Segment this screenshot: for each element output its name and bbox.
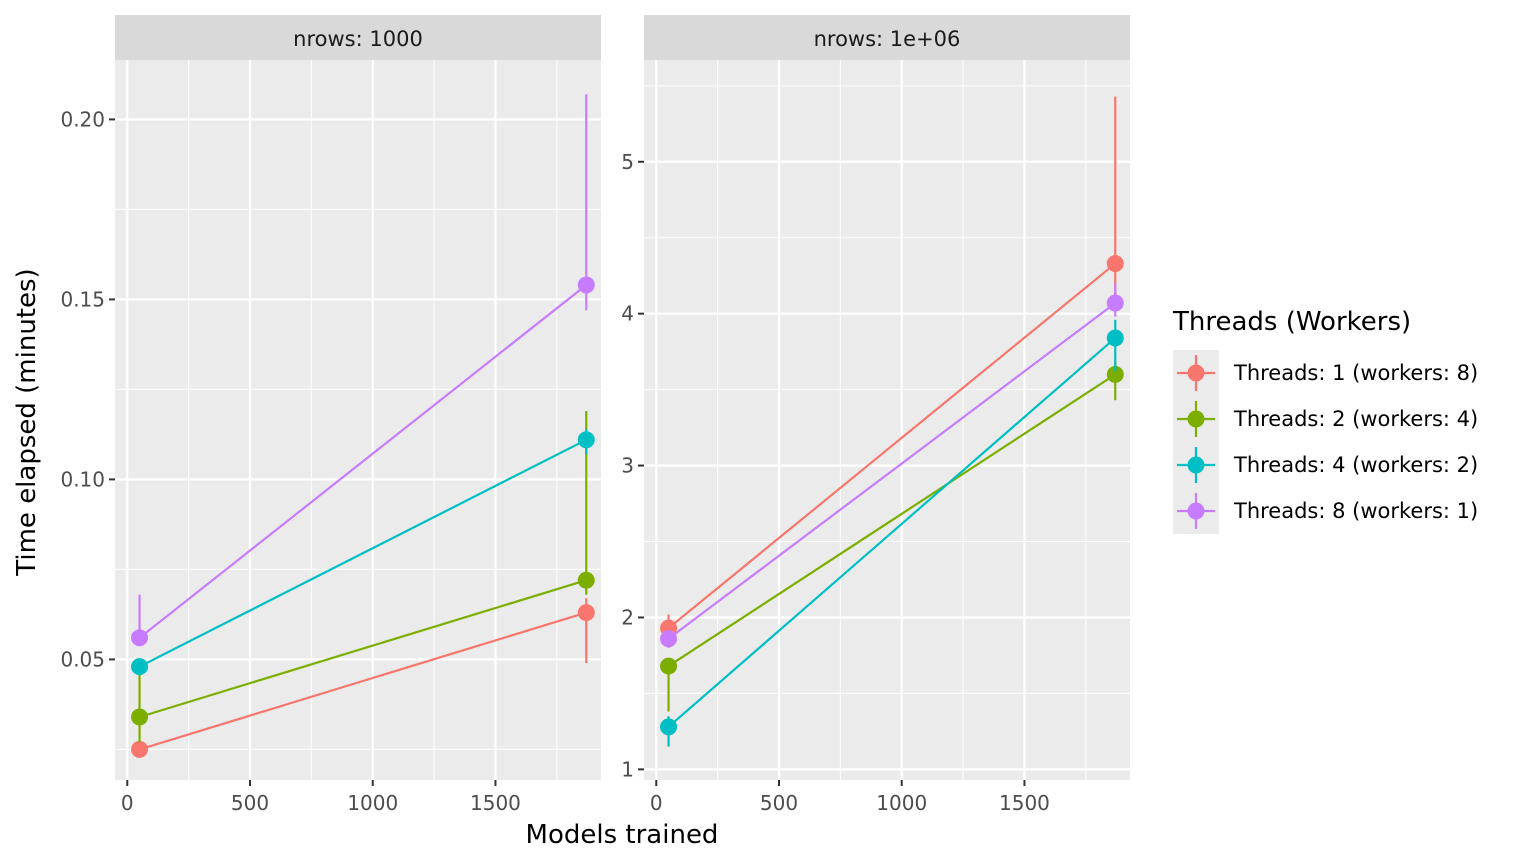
series-line [139, 611, 587, 751]
y-axis-title: Time elapsed (minutes) [12, 268, 42, 576]
panel-background [644, 60, 1130, 780]
data-point [660, 718, 678, 736]
x-axis-title: Models trained [526, 820, 719, 850]
data-point [1106, 365, 1124, 383]
data-point [1106, 329, 1124, 347]
facet-strip-label: nrows: 1e+06 [814, 27, 961, 51]
panel-background [115, 60, 601, 780]
y-tick-label: 4 [621, 302, 634, 326]
data-point [577, 604, 595, 622]
legend-title: Threads (Workers) [1172, 307, 1411, 337]
data-point [1106, 255, 1124, 273]
x-tick-label: 0 [650, 791, 663, 815]
series-line [667, 337, 1116, 728]
series-threads-8-workers-1- [660, 283, 1124, 648]
x-tick-label: 1500 [999, 791, 1050, 815]
legend: Threads (Workers) Threads: 1 (workers: 8… [1172, 307, 1478, 534]
x-tick-label: 1500 [470, 791, 521, 815]
legend-key-point [1187, 410, 1205, 428]
series-threads-1-workers-8- [131, 598, 595, 758]
legend-key-point [1187, 502, 1205, 520]
legend-key-point [1187, 364, 1205, 382]
data-point [577, 571, 595, 589]
y-tick-label: 0.15 [60, 287, 105, 311]
legend-label: Threads: 2 (workers: 4) [1233, 407, 1478, 431]
legend-key-point [1187, 456, 1205, 474]
x-tick-label: 1000 [347, 791, 398, 815]
y-tick-label: 0.05 [60, 647, 105, 671]
y-tick-label: 0.10 [60, 467, 105, 491]
series-line [139, 579, 587, 719]
series-line [667, 373, 1116, 667]
data-point [131, 708, 149, 726]
legend-label: Threads: 1 (workers: 8) [1233, 361, 1478, 385]
data-point [660, 630, 678, 648]
data-point [131, 629, 149, 647]
facet-strip [115, 15, 601, 60]
y-tick-label: 5 [621, 150, 634, 174]
series-line [139, 438, 587, 668]
legend-item: Threads: 2 (workers: 4) [1173, 396, 1478, 442]
series-threads-4-workers-2- [131, 429, 595, 676]
series-threads-4-workers-2- [660, 319, 1124, 747]
data-point [660, 657, 678, 675]
data-point [131, 658, 149, 676]
y-tick-label: 2 [621, 605, 634, 629]
y-tick-label: 3 [621, 454, 634, 478]
x-tick-label: 500 [760, 791, 798, 815]
series-threads-2-workers-4- [660, 362, 1124, 712]
data-point [1106, 294, 1124, 312]
series-line [667, 262, 1116, 629]
legend-item: Threads: 1 (workers: 8) [1173, 350, 1478, 396]
legend-label: Threads: 8 (workers: 1) [1233, 499, 1478, 523]
series-line [667, 302, 1116, 640]
facet-strip-label: nrows: 1000 [293, 27, 423, 51]
legend-item: Threads: 8 (workers: 1) [1173, 488, 1478, 534]
series-threads-8-workers-1- [131, 94, 595, 647]
data-point [131, 740, 149, 758]
x-tick-label: 1000 [876, 791, 927, 815]
panel-1: nrows: 1000 0 500 1000 1500 0.05 0.10 0.15 0.20 [60, 15, 601, 815]
facet-strip [644, 15, 1130, 60]
legend-label: Threads: 4 (workers: 2) [1233, 453, 1478, 477]
legend-item: Threads: 4 (workers: 2) [1173, 442, 1478, 488]
x-tick-label: 500 [231, 791, 269, 815]
data-point [577, 431, 595, 449]
y-tick-label: 1 [621, 757, 634, 781]
series-line [138, 284, 587, 639]
panel-2: nrows: 1e+06 0 500 1000 1500 1 2 3 4 5 [621, 15, 1130, 815]
data-point [577, 276, 595, 294]
x-tick-label: 0 [121, 791, 134, 815]
y-tick-label: 0.20 [60, 107, 105, 131]
